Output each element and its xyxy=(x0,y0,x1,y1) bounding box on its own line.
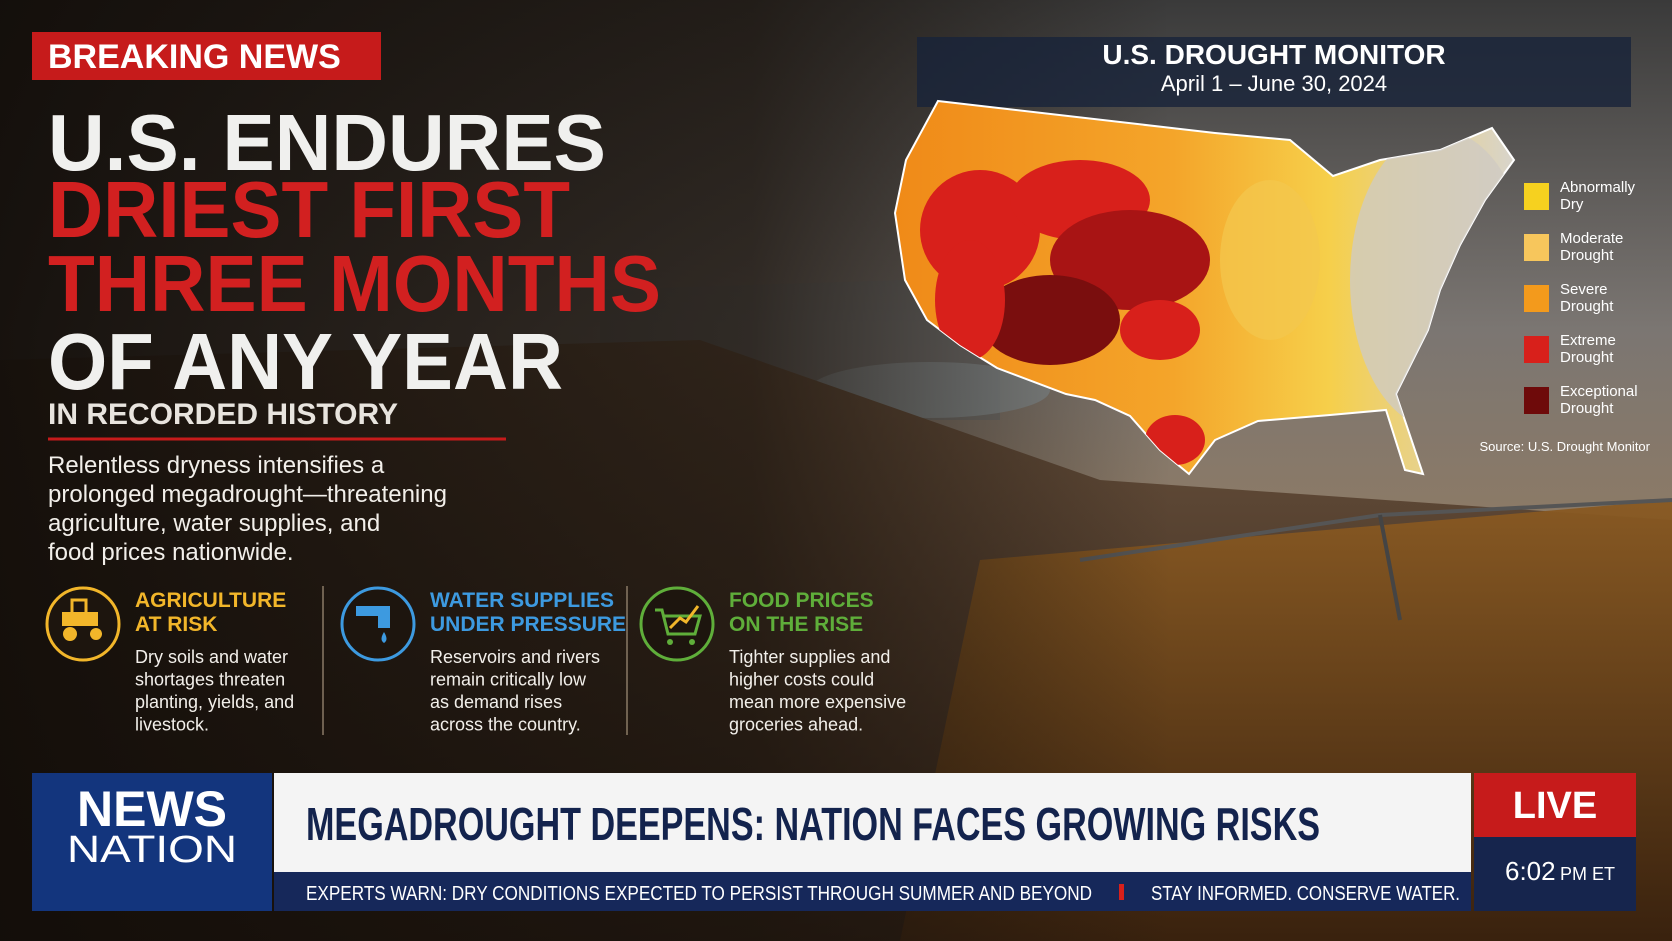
ticker-separator xyxy=(1119,884,1124,900)
impact-title: AGRICULTURE xyxy=(135,589,286,612)
impact-body: Tighter supplies and xyxy=(729,647,890,667)
time-text: 6:02 xyxy=(1505,856,1556,886)
legend-swatch xyxy=(1524,336,1549,363)
live-text: LIVE xyxy=(1513,785,1597,827)
headline-line: U.S. ENDURES xyxy=(48,98,606,187)
map-title-box xyxy=(917,37,1631,107)
map-title: U.S. DROUGHT MONITOR xyxy=(1102,39,1445,70)
legend-label: Exceptional xyxy=(1560,383,1638,400)
legend-label: Drought xyxy=(1560,298,1614,315)
icon-food xyxy=(639,586,715,662)
legend-label: Drought xyxy=(1560,349,1614,366)
legend-label: Dry xyxy=(1560,196,1584,213)
legend-swatch xyxy=(1524,285,1549,312)
live-box xyxy=(1474,773,1636,837)
brand-text: NATION xyxy=(67,829,237,871)
impact-title: FOOD PRICES xyxy=(729,589,874,612)
summary-line: agriculture, water supplies, and xyxy=(48,510,380,537)
legend-label: Moderate xyxy=(1560,230,1623,247)
summary-line: prolonged megadrought—threatening xyxy=(48,481,447,508)
legend-label: Abnormally xyxy=(1560,179,1636,196)
impact-body: groceries ahead. xyxy=(729,715,863,735)
headline-bar xyxy=(274,773,1471,872)
impact-body: planting, yields, and xyxy=(135,692,294,712)
ticker-text: EXPERTS WARN: DRY CONDITIONS EXPECTED TO… xyxy=(306,883,1092,905)
legend-swatch xyxy=(1524,234,1549,261)
impact-body: across the country. xyxy=(430,715,581,735)
impact-body: livestock. xyxy=(135,715,209,735)
legend-swatch xyxy=(1524,387,1549,414)
ticker-text: STAY INFORMED. CONSERVE WATER. xyxy=(1151,883,1460,905)
headline-line: DRIEST FIRST xyxy=(48,165,570,254)
icon-agriculture xyxy=(45,586,121,662)
impact-title: WATER SUPPLIES xyxy=(430,589,614,612)
breaking-badge xyxy=(32,32,381,80)
headline-line: OF ANY YEAR xyxy=(48,317,563,406)
map-source: Source: U.S. Drought Monitor xyxy=(1479,439,1650,454)
headline-bar-text: MEGADROUGHT DEEPENS: NATION FACES GROWIN… xyxy=(306,798,1320,850)
subhead: IN RECORDED HISTORY xyxy=(48,398,398,431)
impact-title: ON THE RISE xyxy=(729,613,863,636)
impact-body: shortages threaten xyxy=(135,670,285,690)
impact-title: AT RISK xyxy=(135,613,217,636)
brand-box xyxy=(32,773,272,911)
legend-label: Drought xyxy=(1560,400,1614,417)
legend-label: Severe xyxy=(1560,281,1608,298)
legend-label: Drought xyxy=(1560,247,1614,264)
summary-line: Relentless dryness intensifies a xyxy=(48,452,385,479)
impact-body: Reservoirs and rivers xyxy=(430,647,600,667)
ticker-bar xyxy=(274,872,1471,911)
headline-line: THREE MONTHS xyxy=(48,239,661,328)
badge-text: BREAKING NEWS xyxy=(48,38,341,76)
impact-body: mean more expensive xyxy=(729,692,906,712)
impact-body: remain critically low xyxy=(430,670,587,690)
summary-line: food prices nationwide. xyxy=(48,539,293,566)
time-zone: PM ET xyxy=(1560,864,1615,884)
icon-water xyxy=(340,586,416,662)
legend-label: Extreme xyxy=(1560,332,1616,349)
impact-title: UNDER PRESSURE xyxy=(430,613,626,636)
impact-body: higher costs could xyxy=(729,670,874,690)
impact-body: as demand rises xyxy=(430,692,562,712)
impact-body: Dry soils and water xyxy=(135,647,288,667)
time-box xyxy=(1474,837,1636,911)
brand-text: NEWS xyxy=(77,781,227,837)
legend-swatch xyxy=(1524,183,1549,210)
map-period: April 1 – June 30, 2024 xyxy=(1161,71,1387,96)
